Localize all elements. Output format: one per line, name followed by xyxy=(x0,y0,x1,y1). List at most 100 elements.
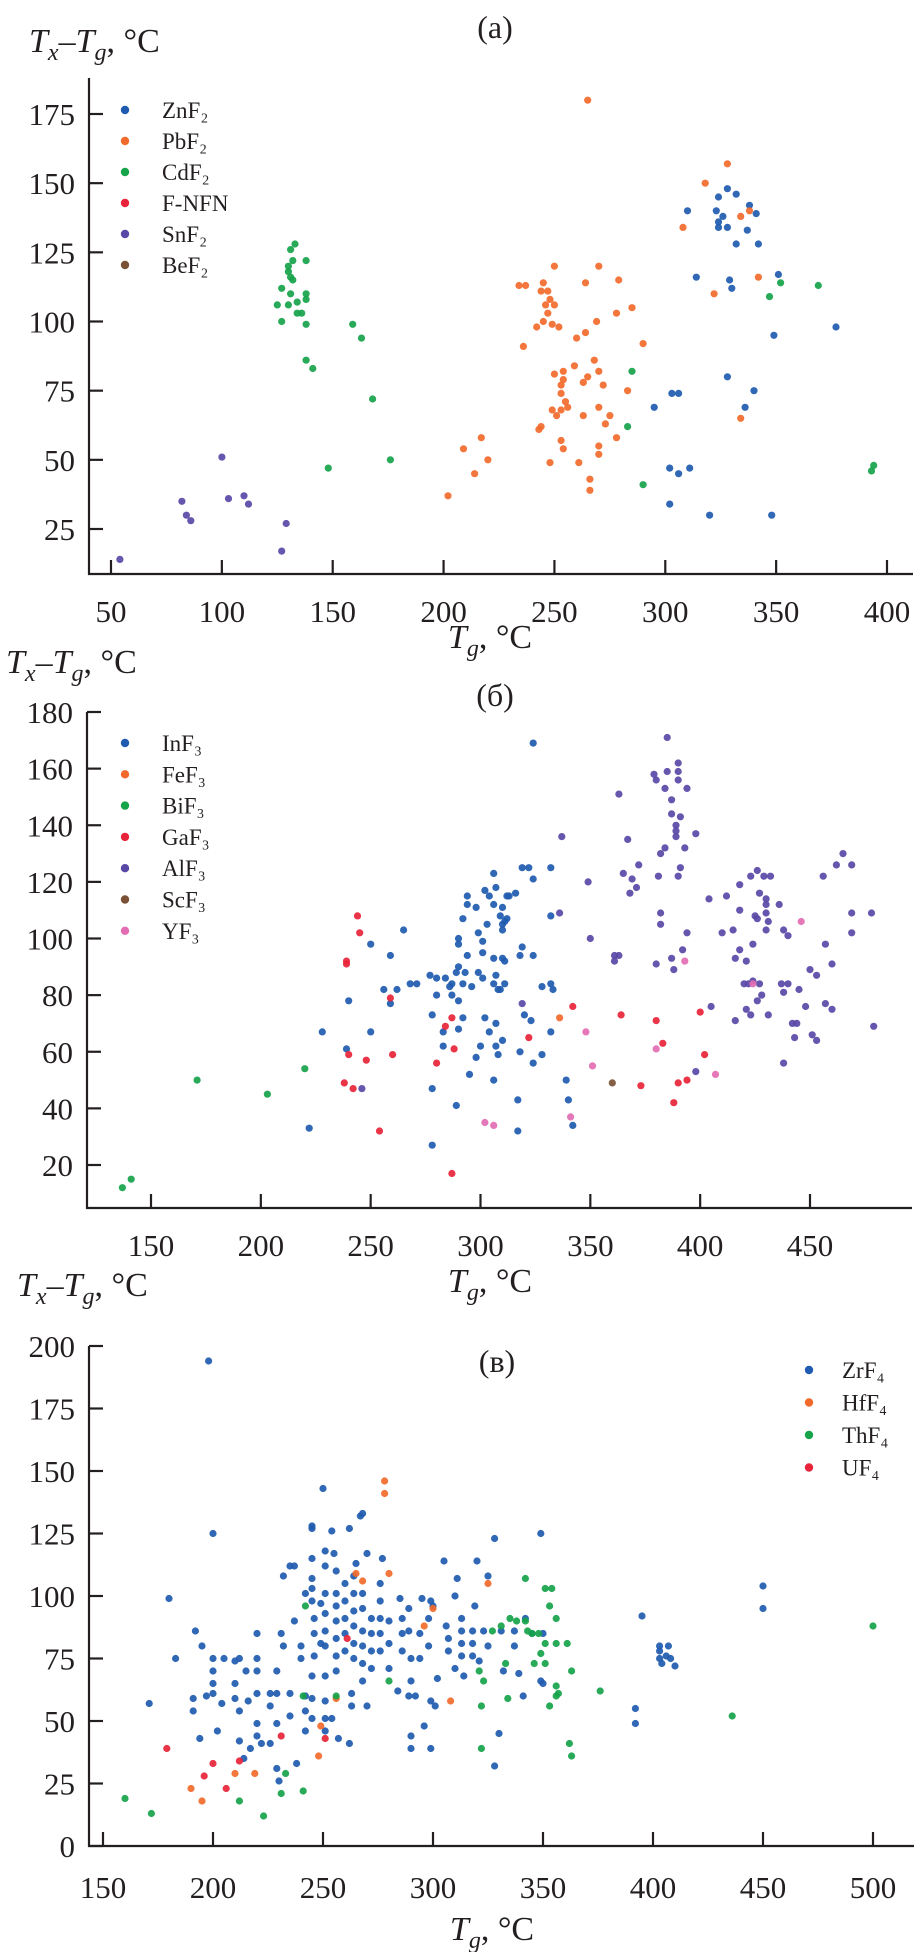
data-point xyxy=(819,872,827,880)
data-point xyxy=(453,1574,461,1583)
data-point xyxy=(759,1604,767,1613)
data-point xyxy=(284,262,292,270)
y-tick-label: 180 xyxy=(27,695,74,730)
data-point xyxy=(784,932,792,940)
data-point xyxy=(556,1014,564,1022)
data-point xyxy=(584,878,592,886)
data-point xyxy=(519,1692,527,1700)
data-point xyxy=(714,193,723,201)
data-point xyxy=(504,1694,512,1703)
y-axis-label: Tx–Tg, °C xyxy=(6,644,137,687)
data-point xyxy=(340,1079,348,1087)
data-point xyxy=(754,273,763,281)
data-point xyxy=(465,1070,474,1078)
legend-label: ZnF₂ xyxy=(162,98,208,123)
data-point xyxy=(348,1702,356,1710)
data-point xyxy=(505,892,513,900)
x-tick-label: 250 xyxy=(347,1228,394,1263)
y-axis-label: Tx–Tg, °C xyxy=(17,1267,148,1310)
data-point xyxy=(624,423,632,431)
data-point xyxy=(376,1597,384,1605)
data-point xyxy=(458,1639,466,1648)
data-point xyxy=(330,1549,338,1558)
data-point xyxy=(118,1184,126,1192)
y-axis-label-part: T xyxy=(53,644,74,681)
data-point xyxy=(539,279,547,287)
data-point xyxy=(477,434,485,442)
data-point xyxy=(567,1113,575,1121)
scatter-panel-2: 150 200 250 300 350 400 450 500 0 25 50 75 100 125 150… xyxy=(17,1267,914,1952)
data-point xyxy=(599,381,607,389)
data-point xyxy=(454,934,463,943)
data-point xyxy=(367,1647,375,1655)
data-point xyxy=(670,966,678,974)
data-point xyxy=(459,445,468,453)
data-point xyxy=(277,1629,285,1638)
legend-marker xyxy=(804,1430,814,1440)
data-point xyxy=(754,240,763,248)
x-tick-label: 100 xyxy=(199,594,246,629)
series-0 xyxy=(145,1357,767,1785)
data-point xyxy=(615,790,623,798)
data-point xyxy=(770,331,778,339)
x-tick-label: 350 xyxy=(753,594,800,629)
data-point xyxy=(359,1509,367,1518)
data-point xyxy=(386,1000,394,1008)
data-point xyxy=(617,1011,625,1019)
x-tick-label: 150 xyxy=(128,1228,175,1263)
data-point xyxy=(196,1734,204,1743)
series-0 xyxy=(305,739,577,1149)
data-point xyxy=(375,1127,384,1135)
data-point xyxy=(343,1634,351,1643)
data-point xyxy=(541,1584,549,1593)
data-point xyxy=(359,1642,367,1650)
data-point xyxy=(447,1697,455,1705)
data-point xyxy=(187,1784,195,1793)
x-axis-label-part: T xyxy=(450,1911,471,1948)
data-point xyxy=(674,776,682,784)
data-point xyxy=(277,1789,285,1798)
data-point xyxy=(668,389,676,397)
x-axis-label-part: , °C xyxy=(479,1263,532,1300)
data-point xyxy=(433,974,441,982)
data-point xyxy=(490,869,498,878)
data-point xyxy=(145,1699,153,1708)
data-point xyxy=(253,1629,261,1638)
data-point xyxy=(193,1076,201,1084)
data-point xyxy=(420,1622,428,1630)
data-point xyxy=(867,909,876,917)
data-point xyxy=(321,1727,329,1735)
data-point xyxy=(497,1627,505,1635)
data-point xyxy=(349,1085,357,1093)
data-point xyxy=(656,1642,664,1650)
data-point xyxy=(328,1714,336,1723)
data-point xyxy=(569,1121,577,1129)
data-point xyxy=(780,1059,788,1067)
data-point xyxy=(516,1048,524,1056)
data-point xyxy=(418,1594,426,1603)
y-tick-label: 80 xyxy=(42,978,73,1013)
x-tick-label: 400 xyxy=(630,1870,677,1905)
data-point xyxy=(832,861,841,869)
data-point xyxy=(579,378,587,386)
y-axis-label-part: T xyxy=(29,23,50,60)
data-point xyxy=(273,1764,281,1773)
data-point xyxy=(463,951,471,960)
data-point xyxy=(559,376,567,384)
data-point xyxy=(747,1011,755,1019)
data-point xyxy=(692,1068,700,1076)
data-point xyxy=(714,218,723,226)
data-point xyxy=(870,1022,878,1030)
data-point xyxy=(362,1056,370,1064)
data-point xyxy=(321,1627,329,1635)
data-point xyxy=(235,1737,243,1745)
data-point xyxy=(550,262,559,270)
data-point xyxy=(714,223,723,231)
data-point xyxy=(289,276,297,284)
data-point xyxy=(656,1647,664,1655)
data-point xyxy=(762,909,770,917)
data-point xyxy=(501,957,509,965)
y-tick-label: 125 xyxy=(29,1517,76,1552)
data-point xyxy=(433,1674,441,1683)
y-tick-label: 160 xyxy=(27,752,74,787)
